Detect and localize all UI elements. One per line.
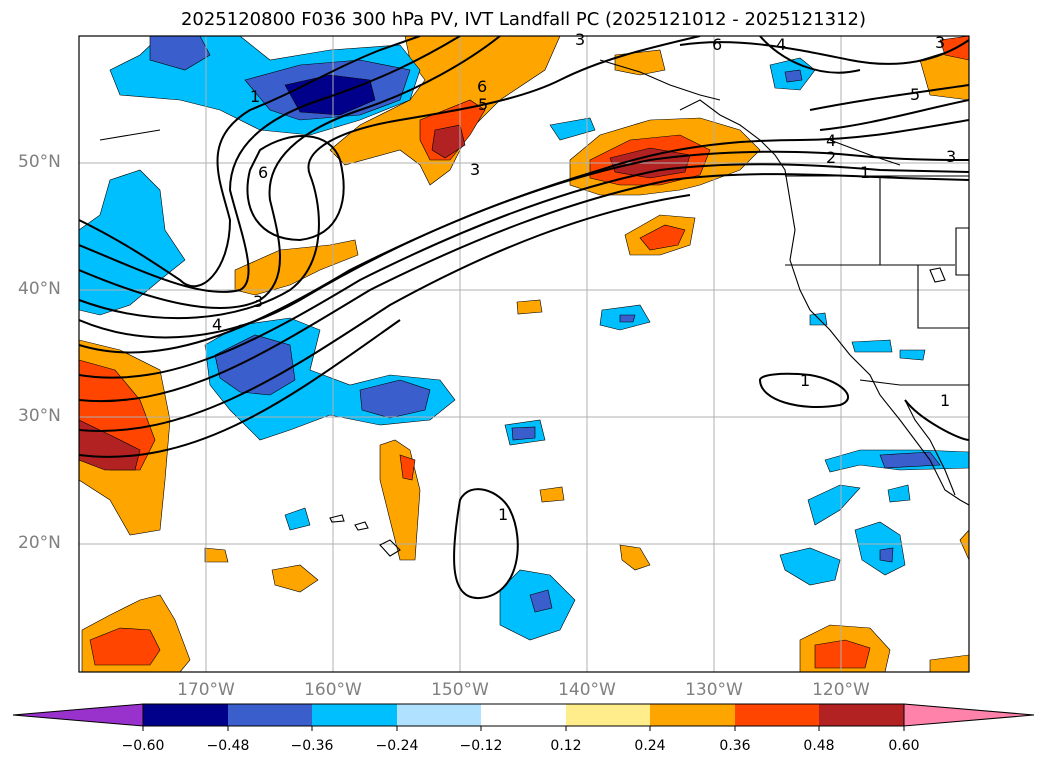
contour-label: 1 xyxy=(940,391,950,410)
contour-label: 2 xyxy=(826,148,836,167)
contour-label: 5 xyxy=(910,85,920,104)
colorbar-tick-label: −0.12 xyxy=(459,738,503,754)
lon-label: 150°W xyxy=(431,680,489,700)
colorbar-tick-label: −0.36 xyxy=(290,738,334,754)
contour-label: 3 xyxy=(575,30,585,49)
colorbar-bin xyxy=(566,704,650,726)
contour-label: 1 xyxy=(860,163,870,182)
contour-label: 6 xyxy=(258,163,268,182)
colorbar-tick-label: 0.36 xyxy=(719,738,751,754)
lat-label: 30°N xyxy=(18,406,61,426)
colorbar-extend-low xyxy=(12,703,144,727)
contour-label: 3 xyxy=(946,147,956,166)
colorbar-tick-label: 0.48 xyxy=(803,738,835,754)
colorbar-bin xyxy=(312,704,397,726)
colorbar-tick-label: −0.24 xyxy=(375,738,419,754)
contour-label: 1 xyxy=(800,371,810,390)
map-title: 2025120800 F036 300 hPa PV, IVT Landfall… xyxy=(180,9,867,30)
contour-label: 1 xyxy=(250,87,260,106)
colorbar-bin xyxy=(143,704,228,726)
pv-contours xyxy=(79,36,969,600)
colorbar-bin xyxy=(397,704,481,726)
colorbar-tick-label: 0.12 xyxy=(550,738,582,754)
colorbar-bin xyxy=(819,704,904,726)
contour-label: 1 xyxy=(498,505,508,524)
lat-label: 40°N xyxy=(18,279,61,299)
colorbar-tick-label: 0.24 xyxy=(634,738,666,754)
colorbar-tick-label: 0.60 xyxy=(888,738,920,754)
contour-label: 4 xyxy=(212,315,222,334)
contour-label: 4 xyxy=(776,35,786,54)
colorbar xyxy=(12,703,1035,731)
colorbar-extend-high xyxy=(903,703,1035,727)
lon-label: 140°W xyxy=(558,680,616,700)
colorbar-bin xyxy=(228,704,312,726)
colorbar-tick-label: −0.48 xyxy=(206,738,250,754)
lat-label: 50°N xyxy=(18,152,61,172)
colorbar-tick-label: −0.60 xyxy=(121,738,165,754)
contour-label: 5 xyxy=(478,95,488,114)
contour-label: 4 xyxy=(826,131,836,150)
contour-label: 6 xyxy=(712,35,722,54)
lon-label: 170°W xyxy=(177,680,235,700)
coastlines xyxy=(99,59,969,557)
lon-label: 130°W xyxy=(685,680,743,700)
contour-labels: 1 6 5 3 4 2 1 3 4 6 3 1 1 3 6 4 5 3 1 xyxy=(212,30,956,524)
map-frame xyxy=(78,35,970,673)
negative-anomaly-fills xyxy=(79,36,969,641)
colorbar-bin xyxy=(735,704,819,726)
contour-label: 3 xyxy=(253,292,263,311)
contour-label: 6 xyxy=(477,77,487,96)
lon-label: 160°W xyxy=(304,680,362,700)
contour-label: 3 xyxy=(470,160,480,179)
graticule xyxy=(79,36,969,672)
contour-label: 3 xyxy=(935,33,945,52)
colorbar-bin xyxy=(650,704,735,726)
colorbar-bin xyxy=(481,704,566,726)
lon-label: 120°W xyxy=(812,680,870,700)
lat-label: 20°N xyxy=(18,533,61,553)
